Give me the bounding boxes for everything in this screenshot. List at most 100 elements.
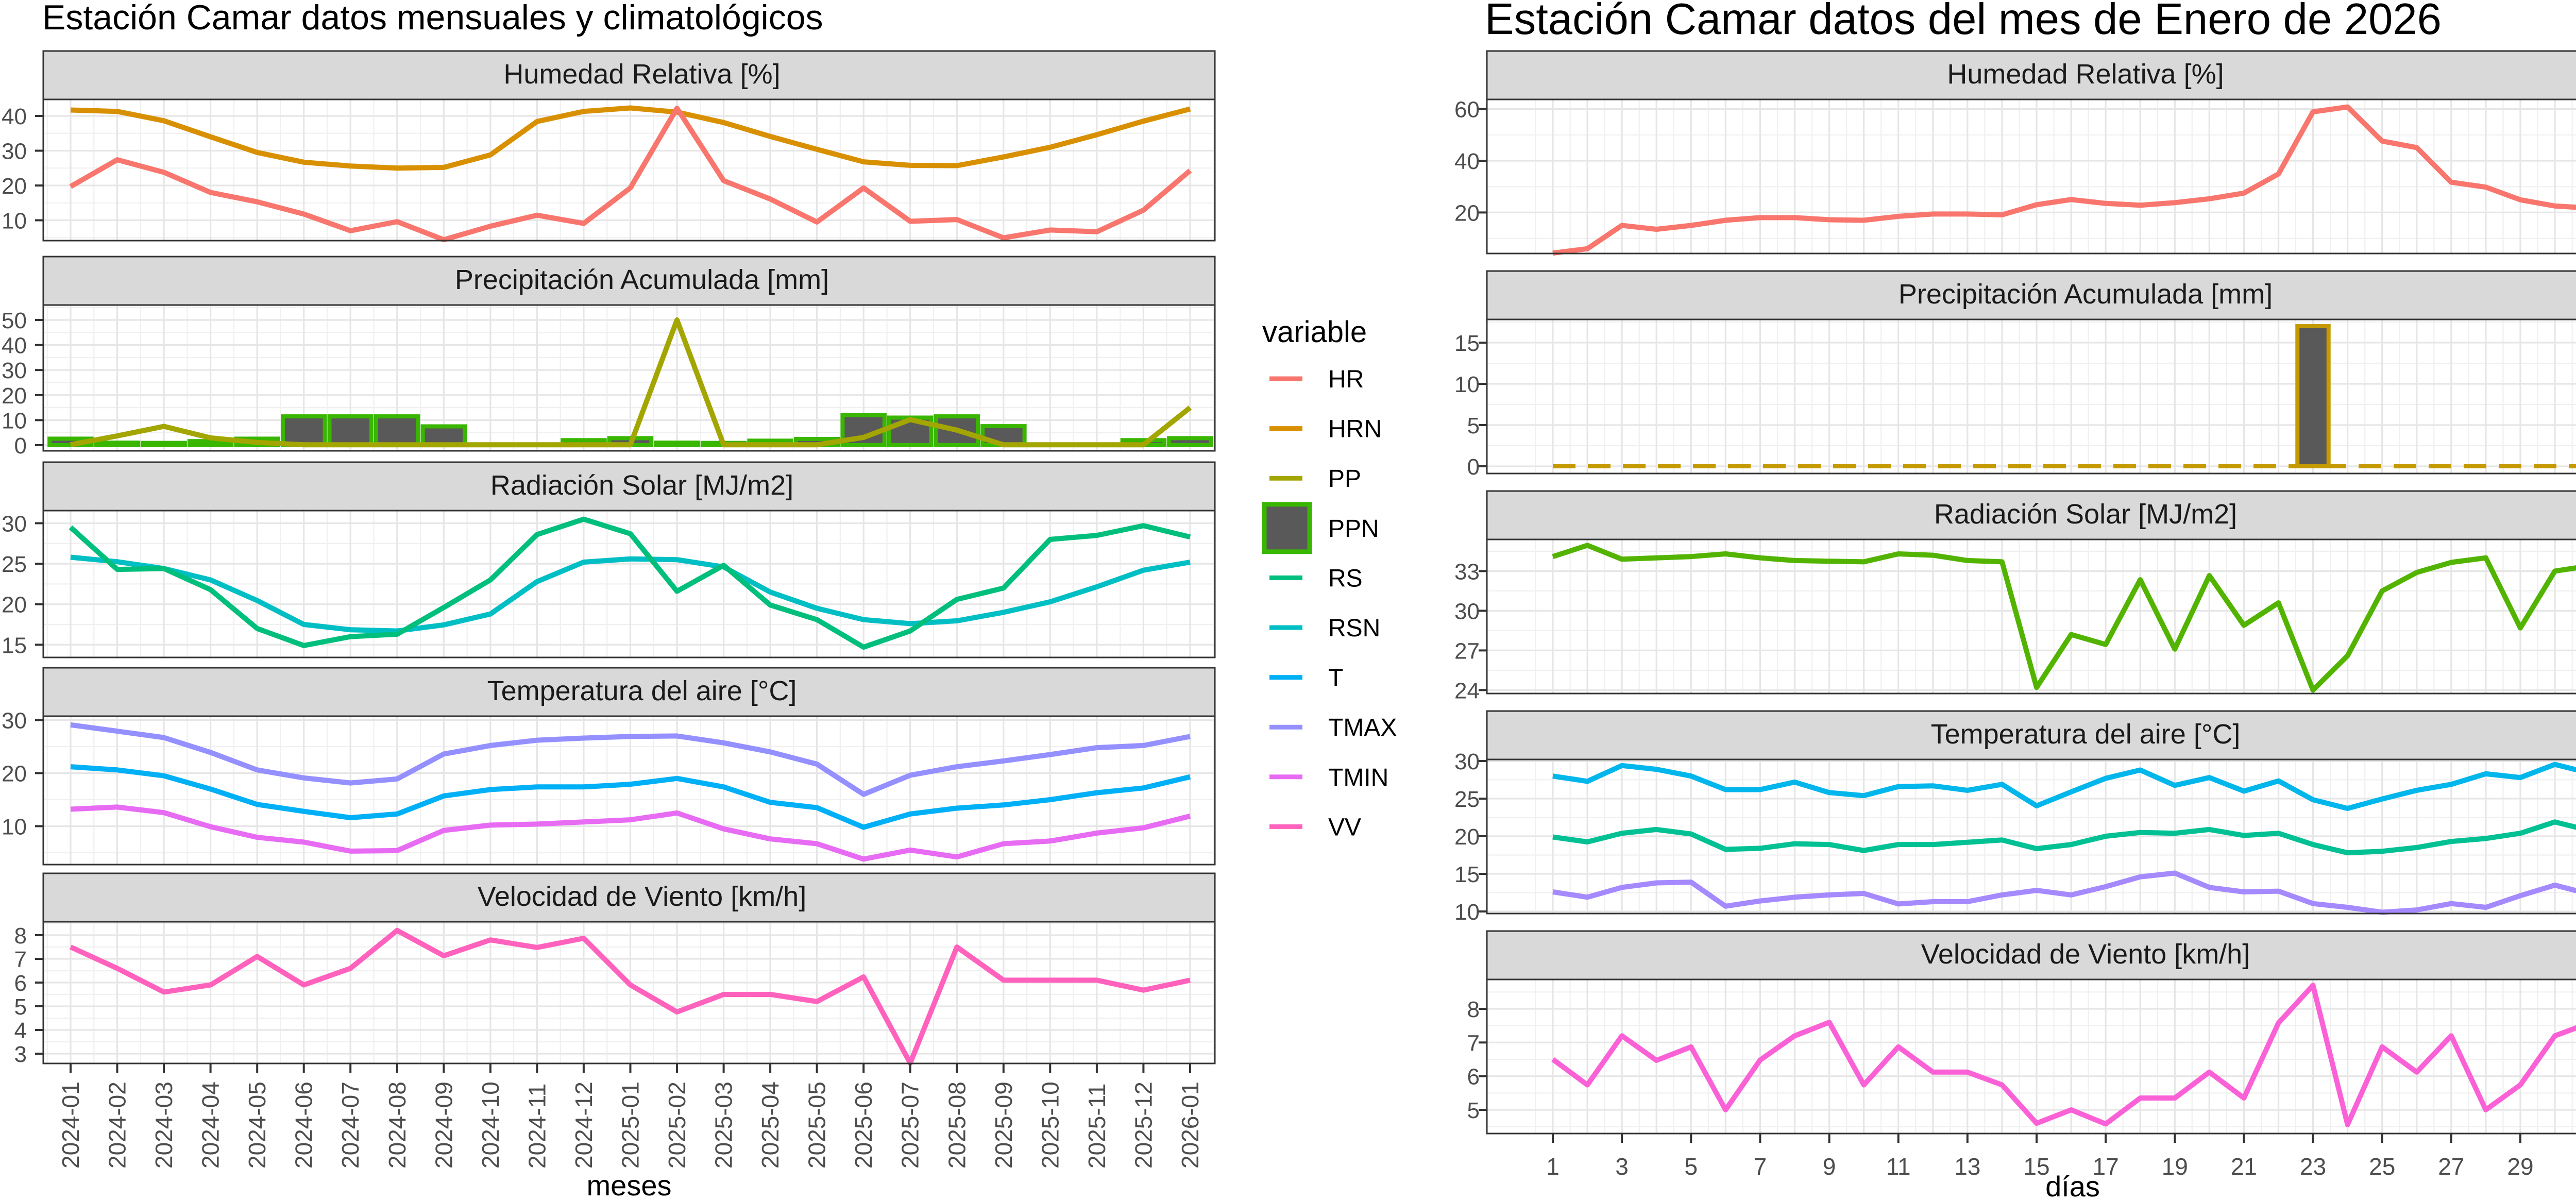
svg-text:7: 7 [14,947,27,972]
svg-text:5: 5 [1467,413,1480,438]
svg-text:15: 15 [1454,331,1480,356]
svg-text:7: 7 [1467,1030,1480,1056]
svg-text:10: 10 [2,408,27,433]
svg-text:Humedad Relativa [%]: Humedad Relativa [%] [1947,59,2224,90]
svg-text:2025-04: 2025-04 [757,1081,784,1169]
svg-text:2024-10: 2024-10 [477,1081,504,1169]
svg-text:20: 20 [1454,824,1480,850]
svg-text:30: 30 [2,708,27,734]
svg-text:19: 19 [2162,1153,2188,1180]
svg-text:10: 10 [1454,372,1480,397]
svg-text:13: 13 [1954,1153,1980,1180]
svg-text:Temperatura del aire [°C]: Temperatura del aire [°C] [487,675,797,706]
svg-text:9: 9 [1823,1153,1836,1180]
svg-text:2025-07: 2025-07 [897,1081,924,1169]
svg-text:2025-08: 2025-08 [943,1081,970,1169]
svg-text:Humedad Relativa [%]: Humedad Relativa [%] [503,59,780,90]
svg-text:2025-10: 2025-10 [1037,1081,1063,1169]
svg-text:2025-09: 2025-09 [990,1081,1017,1169]
svg-text:TMAX: TMAX [1328,714,1397,741]
svg-text:Radiación Solar [MJ/m2]: Radiación Solar [MJ/m2] [490,470,793,501]
svg-text:HRN: HRN [1328,416,1382,443]
svg-text:20: 20 [2,762,27,787]
svg-text:PPN: PPN [1328,515,1379,543]
svg-text:7: 7 [1754,1153,1767,1180]
svg-text:21: 21 [2231,1153,2257,1180]
svg-text:2024-02: 2024-02 [104,1081,131,1169]
svg-text:VV: VV [1328,814,1361,841]
svg-text:6: 6 [14,971,27,996]
svg-text:HR: HR [1328,366,1364,393]
svg-text:11: 11 [1886,1153,1911,1180]
svg-text:40: 40 [2,333,27,359]
svg-text:10: 10 [2,209,27,234]
svg-text:Radiación Solar [MJ/m2]: Radiación Solar [MJ/m2] [1934,499,2237,530]
svg-text:5: 5 [14,994,27,1020]
svg-text:20: 20 [2,593,27,618]
svg-text:23: 23 [2300,1153,2326,1180]
svg-text:TMIN: TMIN [1328,764,1388,791]
svg-text:2024-11: 2024-11 [523,1084,550,1169]
svg-text:24: 24 [1454,678,1480,703]
svg-text:2024-09: 2024-09 [430,1081,457,1169]
svg-text:2025-02: 2025-02 [664,1081,690,1169]
svg-text:Precipitación Acumulada [mm]: Precipitación Acumulada [mm] [1899,279,2273,310]
svg-text:50: 50 [2,308,27,333]
svg-text:29: 29 [2507,1153,2533,1180]
svg-text:33: 33 [1454,559,1480,584]
svg-text:2025-05: 2025-05 [804,1081,831,1169]
svg-text:25: 25 [2,552,27,577]
svg-text:2025-11: 2025-11 [1083,1084,1110,1169]
svg-text:27: 27 [1454,638,1480,664]
svg-text:2025-03: 2025-03 [710,1081,737,1169]
svg-text:30: 30 [2,358,27,383]
svg-text:25: 25 [1454,787,1480,812]
svg-text:20: 20 [1454,200,1480,226]
svg-text:5: 5 [1685,1153,1698,1180]
svg-text:3: 3 [14,1042,27,1067]
svg-text:2025-12: 2025-12 [1130,1081,1157,1169]
svg-text:2024-08: 2024-08 [384,1081,411,1169]
svg-text:4: 4 [14,1018,27,1043]
svg-text:10: 10 [1454,900,1480,925]
svg-text:30: 30 [1454,749,1480,774]
svg-text:25: 25 [2369,1153,2395,1180]
svg-text:RS: RS [1328,565,1363,592]
svg-text:Precipitación Acumulada [mm]: Precipitación Acumulada [mm] [455,264,829,295]
svg-text:2024-01: 2024-01 [57,1081,84,1169]
svg-text:40: 40 [1454,149,1480,174]
svg-text:2026-01: 2026-01 [1177,1081,1204,1169]
svg-text:Temperatura del aire [°C]: Temperatura del aire [°C] [1931,719,2241,750]
svg-text:30: 30 [2,139,27,164]
svg-text:3: 3 [1615,1153,1629,1180]
svg-text:meses: meses [587,1169,672,1200]
svg-text:T: T [1328,665,1343,692]
svg-text:2024-05: 2024-05 [244,1081,270,1169]
svg-text:PP: PP [1328,465,1361,493]
svg-text:2024-04: 2024-04 [197,1081,224,1169]
svg-text:5: 5 [1467,1098,1480,1123]
svg-text:Velocidad de Viento [km/h]: Velocidad de Viento [km/h] [1921,939,2250,970]
svg-text:2024-03: 2024-03 [150,1081,177,1169]
svg-text:RSN: RSN [1328,615,1380,642]
svg-text:40: 40 [2,104,27,129]
svg-text:8: 8 [1467,997,1480,1022]
svg-text:2024-12: 2024-12 [570,1081,597,1169]
svg-text:1: 1 [1546,1153,1560,1180]
svg-text:Estación Camar datos del mes d: Estación Camar datos del mes de Enero de… [1485,0,2442,44]
svg-text:8: 8 [14,923,27,949]
svg-text:0: 0 [14,433,27,459]
svg-text:2024-07: 2024-07 [337,1081,364,1169]
svg-text:20: 20 [2,383,27,409]
svg-text:20: 20 [2,174,27,199]
svg-text:17: 17 [2093,1153,2119,1180]
svg-text:2025-01: 2025-01 [617,1081,644,1169]
svg-text:15: 15 [2,633,27,658]
svg-text:Velocidad de Viento [km/h]: Velocidad de Viento [km/h] [478,881,806,912]
svg-text:10: 10 [2,815,27,840]
svg-text:Estación Camar datos mensuales: Estación Camar datos mensuales y climato… [42,0,823,37]
svg-text:variable: variable [1262,315,1367,349]
svg-text:27: 27 [2438,1153,2464,1180]
svg-text:días: días [2045,1170,2100,1200]
svg-text:15: 15 [2023,1153,2049,1180]
